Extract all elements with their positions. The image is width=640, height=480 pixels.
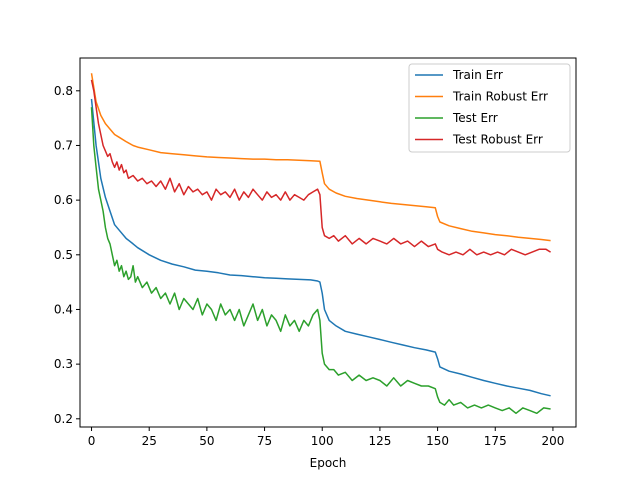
- y-tick-label: 0.6: [54, 193, 73, 207]
- y-tick-label: 0.5: [54, 248, 73, 262]
- legend-label: Test Robust Err: [452, 133, 543, 147]
- x-tick-label: 25: [142, 434, 157, 448]
- legend: Train Err Train Robust Err Test Err Test Ro…: [408, 63, 571, 153]
- legend-label: Test Err: [452, 111, 498, 125]
- legend-label: Train Robust Err: [452, 90, 548, 104]
- y-tick-label: 0.7: [54, 138, 73, 152]
- y-tick-label: 0.4: [54, 302, 73, 316]
- y-tick-label: 0.8: [54, 84, 73, 98]
- x-tick-label: 150: [426, 434, 449, 448]
- series-line-train-err: [90, 98, 551, 397]
- y-axis: 0.2 0.3 0.4 0.5 0.6 0.7 0.8: [54, 84, 80, 426]
- x-tick-label: 100: [311, 434, 334, 448]
- x-axis: 0 25 50 75 100 125 150 175 200: [88, 427, 564, 448]
- x-tick-label: 200: [541, 434, 564, 448]
- legend-box: [408, 63, 571, 153]
- x-tick-label: 125: [368, 434, 391, 448]
- series-layer: [90, 73, 551, 415]
- x-tick-label: 50: [199, 434, 214, 448]
- legend-label: Train Err: [452, 68, 503, 82]
- series-line-test-robust-err: [90, 79, 551, 256]
- x-tick-label: 75: [257, 434, 272, 448]
- y-tick-label: 0.3: [54, 357, 73, 371]
- plot-frame: [79, 57, 577, 428]
- x-tick-label: 0: [88, 434, 96, 448]
- series-line-train-robust-err: [90, 73, 551, 242]
- y-tick-label: 0.2: [54, 412, 73, 426]
- x-tick-label: 175: [484, 434, 507, 448]
- x-axis-title: Epoch: [310, 456, 347, 470]
- series-line-test-err: [90, 107, 551, 415]
